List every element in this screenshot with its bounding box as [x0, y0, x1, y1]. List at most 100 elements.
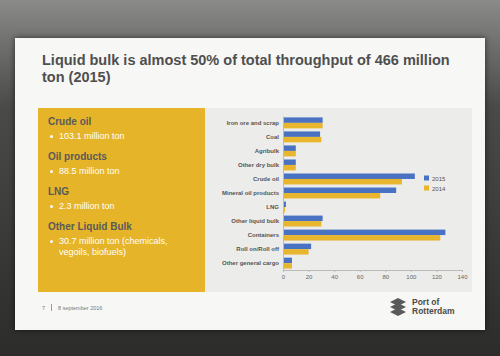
- tick-label: Iron ore and scrap: [227, 120, 280, 126]
- axis-line: [284, 271, 463, 273]
- tick-mark: [334, 270, 335, 272]
- tick-label: LNG: [266, 204, 279, 210]
- panel-item: LNG 2.3 million ton: [48, 186, 197, 212]
- logo-text: Port of Rotterdam: [412, 298, 464, 316]
- legend-swatch: [424, 186, 429, 191]
- bar: [283, 193, 380, 198]
- panel-heading: Oil products: [48, 151, 197, 162]
- tick: 100: [406, 270, 417, 280]
- logo: Port of Rotterdam: [389, 298, 464, 316]
- panel-text: 30.7 million ton (chemicals, vegoils, bi…: [59, 236, 168, 257]
- tick: 140: [457, 270, 468, 280]
- tick-mark: [309, 270, 310, 272]
- separator: [51, 304, 52, 311]
- tick: 120: [432, 270, 443, 280]
- panel-line: 103.1 million ton: [48, 131, 197, 142]
- bars: [283, 117, 445, 268]
- bullet: [50, 135, 53, 138]
- bar: [283, 235, 440, 240]
- tick-label: 20: [306, 274, 313, 280]
- panel-heading: Other Liquid Bulk: [48, 221, 197, 232]
- tick-label: Other dry bulk: [238, 162, 280, 168]
- y-axis: Iron ore and scrap Coal Agribulk Other dry …: [222, 117, 284, 271]
- tick-label: Agribulk: [255, 148, 280, 154]
- tick-mark: [436, 270, 437, 272]
- tick-mark: [462, 270, 463, 272]
- tick: Other liquid bulk: [231, 218, 283, 224]
- tick: 60: [357, 270, 364, 280]
- tick-label: Other general cargo: [222, 260, 279, 266]
- legend-entry: 2014: [424, 186, 446, 192]
- tick: Mineral oil products: [222, 190, 283, 196]
- tick: Roll on/Roll off: [236, 246, 283, 252]
- tick-mark: [360, 270, 361, 272]
- plot-background: [205, 108, 472, 292]
- legend: 2015 2014: [424, 176, 446, 192]
- bar: [283, 131, 320, 136]
- bar: [283, 263, 292, 268]
- tick: 0: [282, 270, 286, 280]
- tick-label: 0: [282, 274, 286, 280]
- bar: [283, 174, 415, 179]
- tick-label: Coal: [266, 134, 279, 140]
- chart: 0 20 40 60 80 100 120 140 Iron ore and scrap Coal…: [0, 0, 500, 356]
- bar: [283, 159, 296, 164]
- x-axis: 0 20 40 60 80 100 120 140: [282, 270, 468, 280]
- tick-label: 40: [331, 274, 338, 280]
- title: Liquid bulk is almost 50% of total throu…: [42, 52, 467, 86]
- footer: 78 september 2016: [42, 304, 102, 311]
- tick: Coal: [266, 134, 283, 140]
- panel-heading: LNG: [48, 186, 197, 197]
- bar: [283, 258, 292, 263]
- tick: 20: [306, 270, 313, 280]
- bar: [283, 117, 323, 122]
- tick: Other general cargo: [222, 260, 283, 266]
- panel-item: Crude oil 103.1 million ton: [48, 116, 197, 142]
- panel-line: 30.7 million ton (chemicals, vegoils, bi…: [48, 236, 197, 258]
- bar: [283, 249, 309, 254]
- panel-line: 88.5 million ton: [48, 166, 197, 177]
- bar: [283, 145, 296, 150]
- tick-label: 60: [357, 274, 364, 280]
- bullet: [50, 170, 53, 173]
- panel-item: Other Liquid Bulk 30.7 million ton (chemi…: [48, 221, 197, 258]
- bar: [283, 216, 323, 221]
- bullet: [50, 240, 53, 243]
- tick-label: 80: [382, 274, 389, 280]
- bar: [283, 230, 445, 235]
- logo-shape: [390, 308, 406, 316]
- logo-icon: [389, 298, 407, 316]
- axis-line: [283, 117, 284, 271]
- tick-label: Mineral oil products: [222, 190, 280, 196]
- panel-line: 2.3 million ton: [48, 201, 197, 212]
- panel-text: 103.1 million ton: [59, 131, 125, 141]
- date: 8 september 2016: [58, 305, 102, 311]
- tick-label: 140: [457, 274, 468, 280]
- legend-swatch: [424, 176, 429, 181]
- tick-mark: [385, 270, 386, 272]
- tick: Containers: [248, 232, 283, 238]
- tick: Crude oil: [253, 176, 283, 182]
- bar: [283, 188, 396, 193]
- tick-label: 120: [432, 274, 443, 280]
- bar: [283, 221, 321, 226]
- tick-label: Other liquid bulk: [231, 218, 279, 224]
- tick: Iron ore and scrap: [227, 120, 283, 126]
- bullet: [50, 205, 53, 208]
- panel-heading: Crude oil: [48, 116, 197, 127]
- tick: Agribulk: [255, 148, 283, 154]
- tick: LNG: [266, 204, 283, 210]
- bar: [283, 165, 296, 170]
- legend-label: 2015: [432, 176, 446, 182]
- info-panel: Crude oil 103.1 million ton Oil products 88…: [38, 108, 205, 292]
- bar: [283, 151, 296, 156]
- bar: [283, 244, 311, 249]
- panel-text: 2.3 million ton: [59, 201, 115, 211]
- panel-item: Oil products 88.5 million ton: [48, 151, 197, 177]
- bar: [283, 137, 321, 142]
- tick-label: Roll on/Roll off: [236, 246, 280, 252]
- tick: Other dry bulk: [238, 162, 283, 168]
- tick-mark: [411, 270, 412, 272]
- tick: 40: [331, 270, 338, 280]
- tick-label: Crude oil: [253, 176, 279, 182]
